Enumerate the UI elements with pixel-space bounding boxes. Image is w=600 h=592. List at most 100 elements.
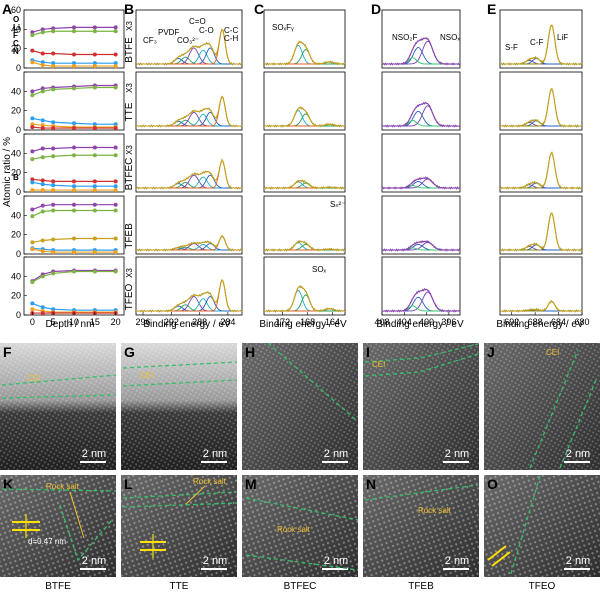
fit-envelope <box>264 240 346 251</box>
data-point-b <box>72 236 76 241</box>
multiplier-label: X3 <box>125 268 134 278</box>
fit-component <box>382 178 460 189</box>
panel-label-d: D <box>371 1 381 17</box>
panel-label-c: C <box>254 1 264 17</box>
peak-lif: LiF <box>557 33 568 42</box>
x-tick-label: 684 <box>551 317 566 327</box>
bottom-sample-label: TFEB <box>408 581 434 592</box>
data-point-o <box>51 154 56 159</box>
x-tick-label: 284 <box>220 317 235 327</box>
data-point-li <box>51 202 56 207</box>
scale-bar-label: 2 nm <box>203 555 227 567</box>
d-spacing-marker <box>491 551 511 567</box>
data-point-o <box>40 30 45 35</box>
fit-component <box>136 304 242 312</box>
fit-component <box>382 57 460 65</box>
x-tick-label: 400 <box>419 317 434 327</box>
data-point-c <box>72 250 76 255</box>
panel-label-b: B <box>124 1 134 17</box>
panel-label-g: G <box>124 344 135 360</box>
data-point-n <box>92 179 97 184</box>
tem-annotations: CEI CEI CEI CEI Rock salt Rock salt Rock… <box>27 348 559 546</box>
lattice-texture <box>242 343 358 470</box>
peak-pvdf: PVDF <box>158 28 179 37</box>
rock-salt-boundary <box>245 497 359 521</box>
y-tick-label: 0 <box>16 187 21 197</box>
cei-boundary <box>122 361 238 369</box>
data-point-f <box>92 61 97 66</box>
data-point-li <box>51 26 56 31</box>
data-point-n <box>92 126 97 131</box>
data-point-o <box>92 153 97 158</box>
cei-label-i: CEI <box>372 360 385 369</box>
cei-label-f: CEI <box>27 374 40 383</box>
scale-bar-label: 2 nm <box>445 448 469 460</box>
fit-envelope <box>136 159 242 189</box>
sample-label: TTE <box>124 102 135 121</box>
rock-salt-boundary <box>122 491 238 499</box>
data-point-f <box>51 307 56 312</box>
data-point-o <box>30 280 35 285</box>
panel-label-h: H <box>245 344 255 360</box>
data-point-li <box>40 86 45 91</box>
fit-component <box>382 296 460 312</box>
multiplier-label: X3 <box>125 83 134 93</box>
data-point-n <box>113 52 118 57</box>
fit-envelope <box>136 235 242 251</box>
x-tick-label: 15 <box>90 317 100 327</box>
pointer-line <box>185 485 206 505</box>
scale-bar-label: 2 nm <box>82 448 106 460</box>
raw-spectrum <box>381 101 461 128</box>
data-point-n <box>40 178 45 183</box>
bottom-sample-label: BTFEC <box>284 581 317 592</box>
xps-frame <box>135 256 243 316</box>
y-tick-label: 40 <box>11 210 21 220</box>
y-tick-label: 40 <box>11 271 21 281</box>
scale-bar-label: 2 nm <box>82 555 106 567</box>
panel-c-xlabel: Binding energy / eV <box>259 319 347 330</box>
lattice-texture <box>363 343 479 470</box>
y-tick-label: 40 <box>11 86 21 96</box>
data-point-n <box>30 125 35 130</box>
peak-nso2f: NSO₂F <box>392 33 417 42</box>
xps-frame <box>263 195 346 255</box>
cei-boundary <box>559 379 597 469</box>
peak-nsox: NSOₓ <box>440 33 460 42</box>
panel-c: C 172 168 164 Binding energy / eV SOₓFᵧ Sₙ… <box>254 1 347 330</box>
data-point-o <box>113 269 118 274</box>
data-point-li <box>72 25 76 30</box>
data-point-o <box>92 208 97 213</box>
data-point-f <box>30 116 35 121</box>
peak-c-f: C-F <box>530 38 543 47</box>
panel-label-i: I <box>366 344 370 360</box>
fit-component <box>382 241 460 251</box>
raw-spectrum <box>499 87 583 128</box>
data-point-f <box>40 60 45 65</box>
data-point-li <box>92 202 97 207</box>
legend-li: Li <box>13 23 20 32</box>
data-point-n <box>30 177 35 182</box>
data-point-n <box>30 48 35 53</box>
data-point-o <box>92 85 97 90</box>
data-point-n <box>72 52 76 57</box>
scale-bar-label: 2 nm <box>203 448 227 460</box>
fit-component <box>382 110 460 127</box>
fit-component <box>500 152 582 189</box>
data-point-o <box>30 214 35 219</box>
data-point-c <box>30 60 35 65</box>
data-point-li <box>40 203 45 208</box>
lattice-texture <box>0 343 116 470</box>
y-tick-label: 0 <box>16 63 21 73</box>
data-point-o <box>72 86 76 91</box>
data-point-c <box>92 64 97 69</box>
peak-sox: SOₓ <box>312 265 327 274</box>
data-point-o <box>72 29 76 34</box>
data-point-c <box>30 307 35 312</box>
peak-soxfy: SOₓFᵧ <box>272 23 294 32</box>
scale-bar-label: 2 nm <box>324 555 348 567</box>
fit-component <box>136 182 242 189</box>
data-point-o <box>51 208 56 213</box>
data-point-f <box>40 182 45 187</box>
data-point-o <box>72 208 76 213</box>
multiplier-label: X3 <box>125 145 134 155</box>
